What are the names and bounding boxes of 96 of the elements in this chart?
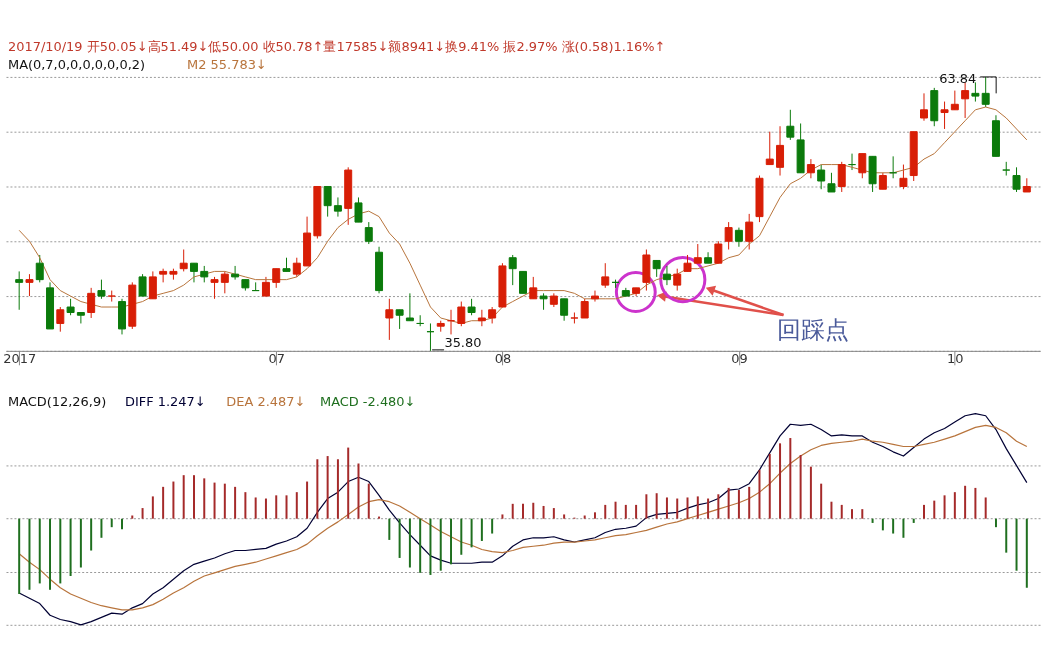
candlestick: [590, 290, 599, 303]
bar: [635, 504, 638, 519]
bar: [213, 482, 216, 519]
bar: [49, 518, 52, 590]
candlestick: [920, 92, 928, 122]
candlestick: [745, 213, 754, 250]
text: M2 55.783↓: [187, 56, 267, 72]
x-tick-label: 09: [731, 351, 748, 367]
bar: [480, 518, 483, 541]
bar: [851, 509, 854, 519]
bar: [953, 492, 956, 519]
bar: [429, 518, 432, 575]
candlestick: [519, 270, 527, 294]
chart-title: MACD(12,26,9): [7, 393, 107, 409]
candlestick: [673, 268, 682, 292]
bar: [1015, 518, 1018, 571]
candlestick: [724, 221, 733, 250]
candlestick: [189, 262, 198, 283]
candlestick: [508, 254, 517, 286]
candlestick: [323, 185, 332, 218]
candlestick: [786, 109, 795, 141]
bar: [532, 502, 535, 519]
candlestick: [529, 276, 538, 300]
candlestick: [148, 270, 157, 300]
candlestick: [961, 81, 970, 119]
candlestick: [827, 172, 836, 193]
candlestick: [1012, 166, 1021, 193]
bar: [162, 486, 165, 519]
text: DEA 2.487↓: [226, 393, 306, 409]
candlestick: [385, 298, 394, 341]
x-tick-label: 10: [947, 351, 964, 367]
candlestick: [87, 287, 96, 319]
candlestick: [601, 262, 610, 289]
annotation: 63.84: [939, 70, 977, 86]
candlestick: [837, 161, 846, 193]
bar: [264, 498, 267, 519]
candlestick: [693, 243, 702, 264]
bar: [686, 497, 689, 519]
x-tick-label: 08: [494, 351, 512, 367]
candlestick: [97, 279, 106, 300]
candlestick: [395, 309, 404, 330]
candlestick: [477, 309, 486, 327]
bar: [902, 518, 905, 538]
candlestick: [405, 292, 414, 322]
candlestick: [776, 125, 785, 177]
candlestick: [364, 221, 373, 245]
candlestick: [765, 131, 774, 166]
candlestick: [457, 301, 466, 327]
text: MACD -2.480↓: [319, 393, 416, 409]
candlestick: [138, 273, 147, 297]
candlestick: [734, 227, 743, 248]
candlestick: [704, 251, 713, 264]
candlestick: [220, 270, 229, 294]
bar: [378, 516, 381, 519]
candlestick: [15, 270, 24, 311]
chart-title: 2017/10/19 开50.05↓高51.49↓低50.00 收50.78↑量17585↓额8941↓换9.41% 振2.97% 涨(0.58)1.16%↑: [7, 39, 666, 55]
candlestick: [981, 76, 990, 108]
candlestick: [940, 101, 949, 130]
candlestick: [899, 164, 908, 190]
candlestick: [261, 276, 270, 297]
bar: [964, 485, 967, 519]
candlestick: [272, 268, 281, 289]
bar: [748, 486, 751, 519]
bar: [316, 459, 319, 519]
candlestick: [25, 273, 34, 297]
candlestick: [210, 276, 219, 300]
bar: [799, 455, 802, 519]
bar: [110, 518, 113, 528]
candlestick: [580, 298, 589, 319]
candlestick: [806, 158, 815, 179]
x-tick-label: 07: [268, 351, 285, 367]
bar: [696, 496, 699, 519]
candlestick: [333, 196, 342, 218]
candlestick: [714, 240, 723, 264]
bar: [583, 515, 586, 519]
candlestick: [76, 312, 85, 324]
candlestick: [231, 265, 240, 281]
bar: [367, 483, 370, 519]
candlestick: [950, 90, 959, 111]
annotation: 回踩点: [777, 315, 850, 344]
bar: [100, 518, 103, 538]
candlestick: [159, 268, 168, 283]
candlestick: [56, 306, 65, 333]
candlestick: [292, 257, 301, 278]
text: DIFF 1.247↓: [124, 393, 206, 409]
candlestick: [858, 153, 867, 179]
candlestick: [179, 249, 188, 272]
candlestick: [662, 265, 671, 286]
candlestick: [354, 196, 363, 223]
candlestick: [817, 164, 826, 190]
candlestick: [560, 298, 569, 322]
annotation: 35.80: [444, 334, 482, 350]
x-tick-label: 2017: [3, 351, 37, 367]
candlestick: [971, 81, 980, 103]
chart-subtitle: MA(0,7,0,0,0,0,0,0,2): [7, 56, 146, 72]
candlestick: [35, 254, 44, 283]
